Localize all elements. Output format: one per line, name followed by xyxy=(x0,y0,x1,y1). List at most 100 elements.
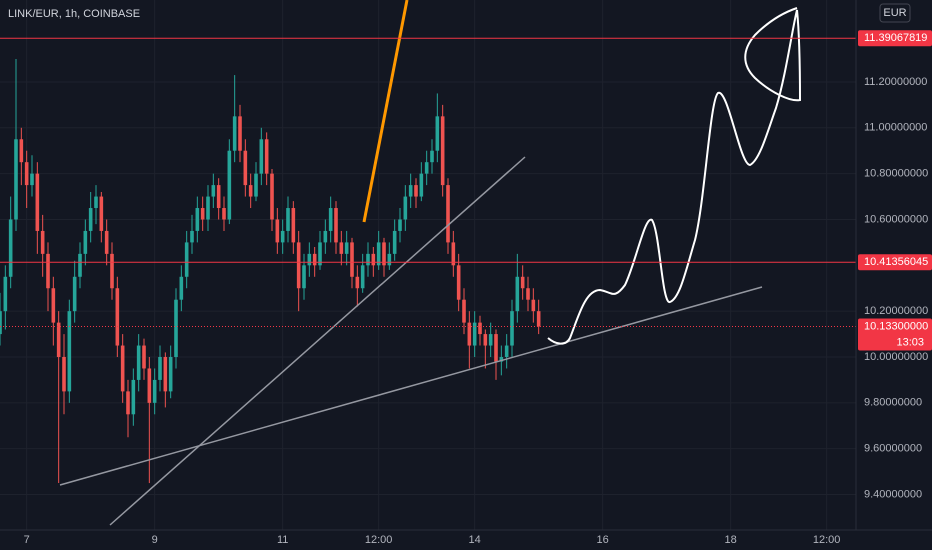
candle-body xyxy=(0,311,2,335)
candle-body xyxy=(131,379,136,415)
candle-body xyxy=(270,173,274,220)
candle-body xyxy=(328,208,333,231)
chart-title: LINK/EUR, 1h, COINBASE xyxy=(8,8,140,20)
candle-body xyxy=(398,219,402,231)
candle-body xyxy=(216,185,221,209)
candle-body xyxy=(280,230,285,243)
candle-body xyxy=(88,208,93,231)
candle-body xyxy=(168,357,173,392)
freehand-drawing[interactable] xyxy=(547,7,802,345)
candle-body xyxy=(195,208,200,231)
candle-body xyxy=(440,116,445,186)
x-tick-label: 9 xyxy=(152,534,158,546)
axes: 9.40000000 9.60000000 9.80000000 10.0000000… xyxy=(24,30,932,546)
candle-body xyxy=(350,242,354,277)
candle-body xyxy=(435,116,440,151)
last-price-label: 10.13300000 xyxy=(864,320,928,332)
y-tick-label: 10.00000000 xyxy=(864,351,928,363)
candle-body xyxy=(520,276,525,289)
price-line-label: 10.41356045 xyxy=(864,256,928,268)
y-tick-label: 11.00000000 xyxy=(864,122,927,134)
candle-body xyxy=(62,357,66,392)
candle-body xyxy=(179,276,184,300)
candle-body xyxy=(83,230,88,254)
candle-body xyxy=(302,265,306,289)
candles xyxy=(0,59,541,484)
candle-body xyxy=(531,299,536,312)
candle-body xyxy=(14,139,18,220)
candle-body xyxy=(8,219,13,277)
y-tick-label: 9.60000000 xyxy=(864,443,922,455)
candle-body xyxy=(142,345,146,369)
candle-body xyxy=(190,230,194,243)
currency-label[interactable]: EUR xyxy=(883,7,906,19)
candle-body xyxy=(504,345,509,358)
candle-body xyxy=(163,357,168,392)
candle-body xyxy=(94,196,98,209)
candle-body xyxy=(174,299,178,358)
candle-body xyxy=(392,230,397,254)
y-tick-label: 10.60000000 xyxy=(864,213,928,225)
candle-body xyxy=(462,299,466,323)
x-tick-label: 12:00 xyxy=(813,534,841,546)
price-line-tag xyxy=(858,30,932,47)
candle-body xyxy=(430,150,434,163)
candle-body xyxy=(184,242,189,277)
candle-body xyxy=(206,196,210,220)
candle-body xyxy=(446,185,450,243)
candle-body xyxy=(232,116,237,151)
candle-body xyxy=(72,276,77,312)
candle-body xyxy=(136,345,141,380)
drawings xyxy=(59,0,802,526)
candle-body xyxy=(312,253,317,266)
trend-line[interactable] xyxy=(59,286,763,486)
candle-body xyxy=(472,322,477,346)
candle-body xyxy=(264,139,269,174)
candle-body xyxy=(291,208,296,243)
y-tick-label: 9.80000000 xyxy=(864,397,922,409)
candle-body xyxy=(318,242,322,266)
x-tick-label: 18 xyxy=(725,534,737,546)
price-axis xyxy=(856,0,932,550)
candle-body xyxy=(478,322,482,335)
x-tick-label: 11 xyxy=(277,534,288,546)
candle-body xyxy=(222,208,226,220)
candle-body xyxy=(56,322,61,358)
candle-body xyxy=(259,139,264,174)
y-tick-label: 11.20000000 xyxy=(864,76,927,88)
candle-body xyxy=(414,185,418,197)
candle-body xyxy=(382,242,386,266)
candle-body xyxy=(339,242,344,254)
currency-button[interactable] xyxy=(879,3,911,23)
candle-body xyxy=(227,150,232,220)
candle-body xyxy=(483,334,488,346)
candle-body xyxy=(451,242,456,266)
candle-body xyxy=(387,253,392,266)
candle-body xyxy=(78,253,82,277)
candle-body xyxy=(147,368,152,403)
last-price-tag xyxy=(858,318,932,351)
candle-body xyxy=(115,288,120,346)
x-tick-label: 12:00 xyxy=(365,534,393,546)
y-tick-label: 10.80000000 xyxy=(864,168,928,180)
candle-body xyxy=(515,276,520,312)
candle-body xyxy=(424,162,429,174)
candle-body xyxy=(334,208,338,243)
candle-body xyxy=(366,253,370,266)
candle-body xyxy=(30,173,34,186)
candle-body xyxy=(510,311,514,346)
candle-body xyxy=(536,311,541,327)
candle-body xyxy=(211,185,216,197)
candle-body xyxy=(110,253,114,289)
candle-body xyxy=(120,345,125,392)
price-line-tag xyxy=(858,254,932,271)
candle-body xyxy=(254,173,258,197)
candle-body xyxy=(419,173,424,197)
candle-body xyxy=(286,208,290,231)
trend-line[interactable] xyxy=(109,156,526,526)
candle-body xyxy=(51,288,56,323)
candle-body xyxy=(408,185,413,197)
orange-line[interactable] xyxy=(362,0,409,223)
